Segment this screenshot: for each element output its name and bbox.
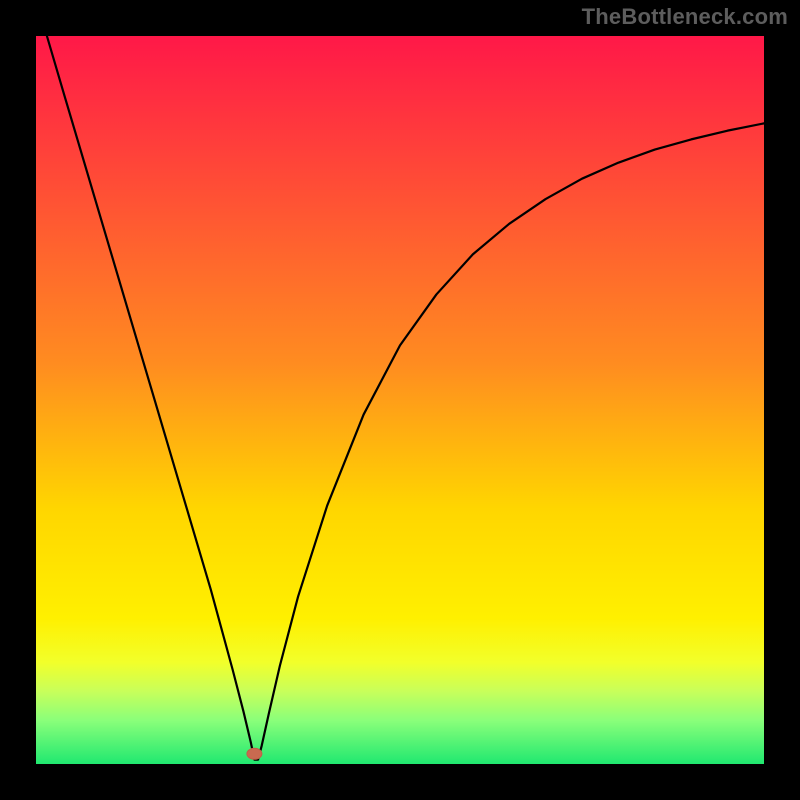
plot-background bbox=[36, 36, 764, 764]
bottleneck-chart bbox=[0, 0, 800, 800]
curve-minimum-marker bbox=[247, 748, 262, 759]
chart-container: { "watermark": { "text": "TheBottleneck.… bbox=[0, 0, 800, 800]
watermark-text: TheBottleneck.com bbox=[582, 4, 788, 30]
